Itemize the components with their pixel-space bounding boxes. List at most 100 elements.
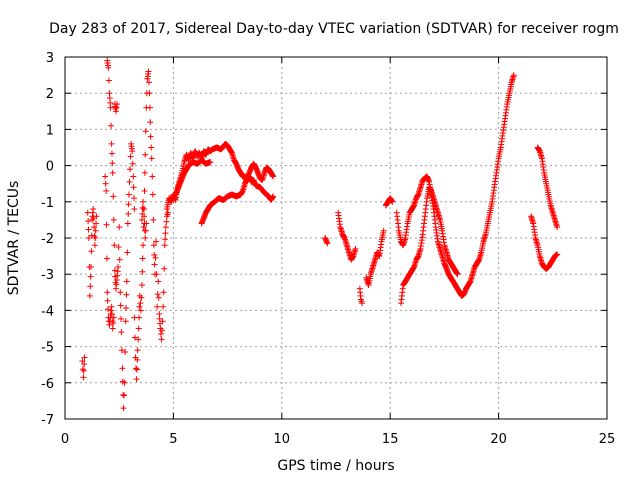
data-point-marker (92, 235, 99, 241)
data-point-marker (129, 160, 136, 167)
y-tick-label: -7 (41, 413, 54, 428)
data-point-marker (154, 291, 161, 298)
x-tick-label: 25 (599, 432, 616, 447)
y-tick-label: -3 (41, 268, 54, 283)
data-point-marker (148, 155, 155, 162)
data-point-marker (133, 365, 140, 372)
data-point-marker (110, 193, 117, 200)
data-point-marker (102, 180, 109, 187)
data-point-marker (389, 198, 396, 205)
data-point-marker (86, 292, 93, 299)
data-point-marker (124, 249, 131, 256)
series-seg-l (335, 209, 359, 263)
data-point-marker (138, 294, 145, 301)
data-point-marker (87, 273, 94, 280)
data-point-marker (109, 160, 116, 167)
data-point-marker (127, 153, 134, 160)
data-point-marker (134, 356, 141, 363)
data-point-marker (124, 220, 131, 227)
data-point-marker (207, 158, 214, 165)
data-point-marker (270, 173, 277, 180)
data-point-marker (142, 227, 149, 234)
data-point-marker (108, 311, 115, 318)
x-tick-label: 5 (169, 432, 177, 447)
data-point-marker (120, 405, 127, 412)
data-point-marker (109, 169, 116, 176)
data-point-marker (125, 210, 132, 217)
data-point-marker (121, 379, 128, 386)
data-point-marker (352, 245, 359, 252)
y-tick-label: -1 (41, 196, 54, 211)
data-point-marker (103, 255, 110, 262)
data-point-marker (155, 294, 162, 301)
data-point-marker (85, 218, 92, 225)
data-point-marker (131, 334, 138, 341)
data-point-marker (133, 366, 140, 373)
data-point-marker (103, 221, 110, 228)
series-seg-q (398, 184, 461, 307)
y-tick-label: -5 (41, 341, 54, 356)
series-seg-h (163, 140, 277, 213)
data-point-marker (162, 230, 169, 237)
data-point-marker (110, 314, 117, 321)
data-point-marker (85, 226, 92, 233)
data-point-marker (127, 166, 134, 173)
data-point-marker (80, 367, 87, 374)
data-point-marker (104, 297, 111, 304)
data-point-marker (123, 304, 130, 311)
data-point-marker (142, 128, 149, 135)
y-tick-label: 1 (46, 123, 54, 138)
data-point-marker (160, 303, 167, 310)
data-point-marker (147, 119, 154, 126)
y-tick-label: -2 (41, 232, 54, 247)
data-point-marker (80, 374, 87, 381)
data-point-marker (130, 173, 137, 180)
x-tick-label: 10 (274, 432, 291, 447)
x-axis-label: GPS time / hours (277, 458, 394, 474)
x-tick-label: 15 (382, 432, 399, 447)
data-point-marker (81, 354, 88, 361)
data-point-marker (136, 314, 143, 321)
data-point-marker (136, 303, 143, 310)
data-point-marker (140, 242, 147, 249)
series-seg-f (131, 68, 171, 383)
data-point-marker (131, 195, 138, 202)
x-tick-label: 20 (490, 432, 507, 447)
data-point-marker (115, 244, 122, 251)
data-point-marker (114, 101, 121, 108)
data-point-marker (135, 325, 142, 332)
data-point-marker (153, 271, 160, 278)
data-point-marker (134, 347, 141, 354)
data-point-marker (122, 318, 129, 325)
data-point-marker (150, 216, 157, 223)
data-point-marker (141, 187, 148, 194)
series-seg-d (104, 57, 138, 412)
data-point-marker (117, 289, 124, 296)
data-point-marker (142, 235, 149, 241)
data-point-marker (139, 268, 146, 275)
data-points (79, 57, 561, 412)
data-point-marker (130, 184, 137, 191)
data-point-marker (138, 282, 145, 289)
data-point-marker (121, 392, 128, 399)
data-point-marker (84, 209, 91, 216)
data-point-marker (155, 278, 162, 285)
data-point-marker (133, 376, 140, 383)
data-point-marker (142, 151, 149, 158)
data-point-marker (116, 224, 123, 231)
data-point-marker (131, 206, 138, 213)
data-point-marker (108, 303, 115, 310)
data-point-marker (139, 204, 146, 211)
data-point-marker (87, 283, 94, 290)
data-point-marker (324, 240, 331, 247)
data-point-marker (138, 216, 145, 223)
data-point-marker (143, 220, 150, 227)
data-point-marker (149, 173, 156, 180)
data-point-marker (141, 169, 148, 176)
y-tick-label: 2 (46, 87, 54, 102)
data-point-marker (88, 263, 95, 270)
data-point-marker (90, 206, 97, 213)
data-point-marker (118, 347, 125, 354)
